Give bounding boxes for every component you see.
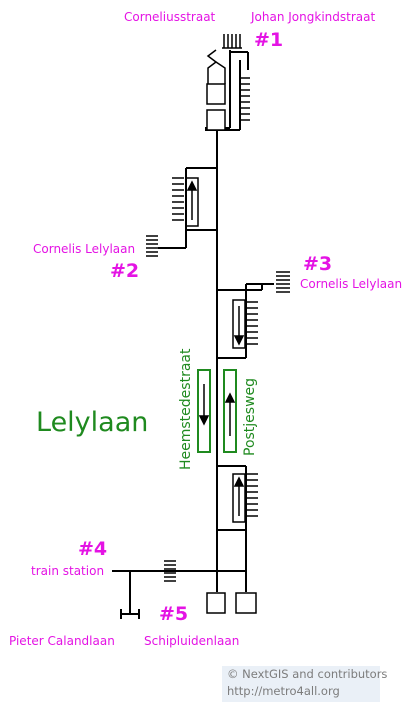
- passage-zigzag: [206, 49, 218, 84]
- exit-2-street: Cornelis Lelylaan: [33, 242, 136, 256]
- exit-stairs: [164, 560, 176, 582]
- stairs: [172, 177, 184, 221]
- platform-street-right: Postjesweg: [242, 377, 258, 456]
- gate-box: [206, 592, 226, 614]
- credits-box: © NextGIS and contributors http://metro4…: [222, 666, 388, 702]
- passage-zigzag: [215, 61, 226, 84]
- gate-box: [235, 592, 257, 614]
- exit-stairs: [146, 235, 158, 257]
- stairs: [246, 301, 258, 345]
- exit-3-street: Cornelis Lelylaan: [300, 277, 403, 291]
- gate-box: [206, 109, 226, 131]
- platform-street-left: Heemstedestraat: [178, 348, 194, 470]
- escalator: [232, 473, 246, 523]
- arrow-up-icon: [224, 392, 236, 403]
- arrow-down-icon: [198, 415, 210, 426]
- arrow-up-icon: [233, 476, 245, 487]
- exit-1-number[interactable]: #1: [254, 29, 284, 51]
- escalator: [232, 299, 246, 349]
- arrow-up-icon: [186, 180, 198, 191]
- exit-4-number[interactable]: #4: [78, 538, 108, 560]
- credits-link[interactable]: http://metro4all.org: [227, 684, 340, 698]
- exit-stairs: [276, 271, 290, 293]
- stairs: [240, 77, 250, 121]
- exit-4-street: train station: [31, 564, 105, 578]
- exit-stairs: [222, 34, 242, 49]
- exit-5-street-1: Pieter Calandlaan: [9, 634, 115, 648]
- exit-1-street-1: Corneliusstraat: [124, 10, 216, 24]
- arrow-down-icon: [233, 335, 245, 346]
- stairs: [246, 473, 258, 517]
- exit-1-street-2: Johan Jongkindstraat: [251, 10, 376, 24]
- credits-line-1: © NextGIS and contributors: [227, 667, 388, 681]
- exit-5-number[interactable]: #5: [159, 603, 189, 625]
- escalator: [185, 177, 199, 227]
- gate-box: [206, 83, 226, 105]
- station-name: Lelylaan: [36, 407, 149, 438]
- exit-3-number[interactable]: #3: [303, 253, 333, 275]
- platform-right: [223, 369, 237, 453]
- exit-5-street-2: Schipluidenlaan: [144, 634, 240, 648]
- platform-left: [197, 369, 211, 453]
- exit-2-number[interactable]: #2: [110, 260, 140, 282]
